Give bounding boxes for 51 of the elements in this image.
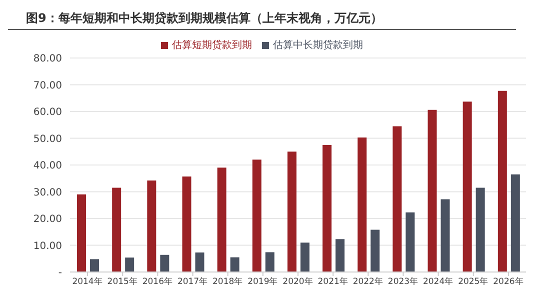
x-tick-label: 2026年 (493, 276, 524, 288)
bar (112, 188, 122, 272)
bar (125, 258, 134, 272)
x-tick-label: 2023年 (388, 276, 419, 288)
bar (265, 252, 274, 272)
bar (252, 160, 262, 272)
bar (287, 152, 296, 272)
y-tick-label: 50.00 (33, 134, 62, 145)
x-tick-label: 2018年 (212, 276, 244, 288)
y-tick-label: 40.00 (33, 160, 62, 172)
bar (160, 254, 170, 272)
bar (300, 242, 310, 272)
bar (77, 194, 86, 272)
x-tick-label: 2014年 (72, 276, 103, 288)
x-tick-label: 2016年 (142, 276, 174, 288)
bar (322, 144, 332, 272)
y-tick-label: 80.00 (33, 54, 62, 65)
bar (147, 180, 156, 272)
bar (510, 174, 520, 272)
bar (230, 257, 240, 272)
y-tick-label: 10.00 (33, 240, 62, 252)
bar (90, 259, 99, 272)
bar (392, 126, 402, 272)
x-tick-label: 2015年 (107, 276, 138, 288)
y-tick-label: 30.00 (33, 187, 62, 198)
bar (358, 137, 367, 272)
bar (217, 168, 226, 272)
x-tick-label: 2020年 (282, 276, 314, 288)
bar (182, 176, 192, 272)
bar (462, 102, 472, 272)
x-tick-label: 2021年 (318, 276, 348, 288)
bar (195, 252, 204, 272)
bar (498, 90, 507, 272)
x-tick-label: 2017年 (177, 276, 208, 288)
y-tick-label: 20.00 (33, 214, 62, 226)
bar (370, 230, 380, 272)
x-tick-label: 2022年 (352, 276, 384, 288)
bar (428, 110, 437, 272)
y-tick-label: - (58, 268, 62, 279)
bar (476, 188, 485, 272)
legend-label: 估算中长期贷款到期 (273, 40, 363, 51)
bar (336, 239, 345, 272)
bar (406, 212, 415, 272)
y-tick-label: 70.00 (33, 80, 62, 92)
x-tick-label: 2019年 (248, 276, 278, 288)
legend-label: 估算短期贷款到期 (172, 40, 252, 51)
x-tick-label: 2025年 (458, 276, 489, 288)
chart-title: 图9：每年短期和中长期贷款到期规模估算（上年末视角，万亿元） (8, 8, 516, 30)
bar (440, 199, 450, 272)
x-tick-label: 2024年 (422, 276, 454, 288)
y-tick-label: 60.00 (33, 107, 62, 118)
